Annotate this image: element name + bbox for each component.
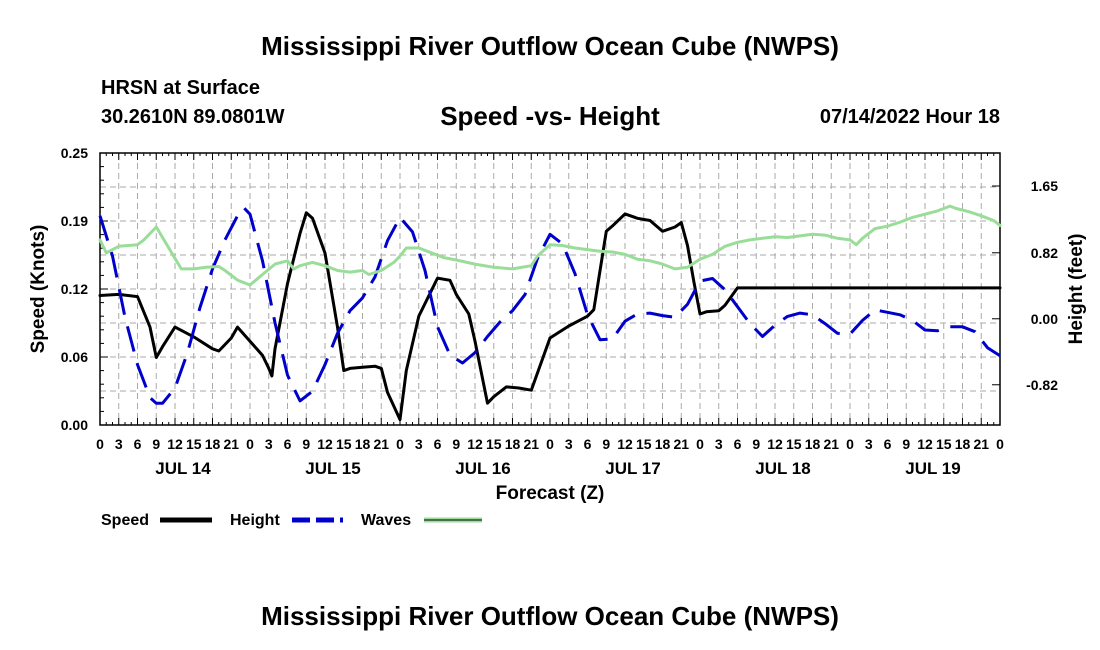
x-tick-label: 6 xyxy=(734,436,742,452)
y-right-tick-label: 0.82 xyxy=(1031,245,1058,261)
y-left-axis-label: Speed (Knots) xyxy=(28,225,49,354)
x-tick-label: 9 xyxy=(902,436,910,452)
location-label: 30.2610N 89.0801W xyxy=(101,106,285,128)
x-tick-label: 3 xyxy=(265,436,273,452)
x-tick-label: 9 xyxy=(452,436,460,452)
x-tick-label: 18 xyxy=(805,436,821,452)
y-right-tick-label: 1.65 xyxy=(1031,178,1058,194)
x-tick-label: 21 xyxy=(223,436,239,452)
issued-label: 07/14/2022 Hour 18 xyxy=(819,106,1000,128)
x-tick-label: 12 xyxy=(767,436,783,452)
x-tick-label: 12 xyxy=(917,436,933,452)
x-tick-label: 0 xyxy=(96,436,104,452)
day-label: JUL 15 xyxy=(305,459,360,478)
x-tick-label: 12 xyxy=(467,436,483,452)
legend-label-height: Height xyxy=(230,512,280,529)
x-axis-label: Forecast (Z) xyxy=(496,483,605,504)
x-tick-label: 9 xyxy=(752,436,760,452)
x-tick-label: 15 xyxy=(336,436,352,452)
x-tick-label: 3 xyxy=(565,436,573,452)
x-tick-label: 12 xyxy=(167,436,183,452)
day-label: JUL 14 xyxy=(155,459,211,478)
legend-label-waves: Waves xyxy=(361,512,411,529)
x-tick-label: 0 xyxy=(396,436,404,452)
x-tick-label: 21 xyxy=(373,436,389,452)
x-tick-label: 6 xyxy=(884,436,892,452)
x-tick-label: 15 xyxy=(636,436,652,452)
y-left-tick-label: 0.12 xyxy=(61,281,88,297)
x-tick-label: 0 xyxy=(246,436,254,452)
x-tick-label: 15 xyxy=(486,436,502,452)
x-tick-label: 3 xyxy=(715,436,723,452)
series-waves-line xyxy=(98,204,1002,287)
x-tick-label: 15 xyxy=(786,436,802,452)
y-right-tick-label: -0.82 xyxy=(1026,377,1058,393)
x-tick-label: 18 xyxy=(355,436,371,452)
x-tick-label: 18 xyxy=(205,436,221,452)
x-tick-label: 0 xyxy=(696,436,704,452)
x-tick-label: 12 xyxy=(317,436,333,452)
chart-subtitle: Speed -vs- Height xyxy=(440,101,660,131)
chart-title: Mississippi River Outflow Ocean Cube (NW… xyxy=(261,31,839,61)
station-label: HRSN at Surface xyxy=(101,77,260,99)
x-tick-label: 9 xyxy=(152,436,160,452)
day-label: JUL 19 xyxy=(905,459,960,478)
x-tick-label: 18 xyxy=(655,436,671,452)
x-tick-label: 3 xyxy=(115,436,123,452)
x-tick-label: 12 xyxy=(617,436,633,452)
x-tick-label: 6 xyxy=(434,436,442,452)
y-left-tick-label: 0.00 xyxy=(61,417,88,433)
y-right-axis-label: Height (feet) xyxy=(1066,234,1087,345)
x-tick-label: 18 xyxy=(955,436,971,452)
day-label: JUL 16 xyxy=(455,459,510,478)
x-tick-label: 6 xyxy=(134,436,142,452)
x-tick-label: 0 xyxy=(996,436,1004,452)
series-speed-line xyxy=(98,211,1002,422)
x-tick-label: 0 xyxy=(846,436,854,452)
x-tick-label: 3 xyxy=(415,436,423,452)
x-tick-label: 15 xyxy=(936,436,952,452)
y-left-tick-label: 0.06 xyxy=(61,349,88,365)
x-tick-label: 0 xyxy=(546,436,554,452)
x-tick-label: 9 xyxy=(602,436,610,452)
footer-title: Mississippi River Outflow Ocean Cube (NW… xyxy=(261,601,839,631)
x-tick-label: 21 xyxy=(973,436,989,452)
y-right-tick-label: 0.00 xyxy=(1031,311,1058,327)
x-tick-label: 3 xyxy=(865,436,873,452)
x-tick-label: 6 xyxy=(284,436,292,452)
x-tick-label: 9 xyxy=(302,436,310,452)
y-left-tick-label: 0.19 xyxy=(61,213,88,229)
x-tick-label: 18 xyxy=(505,436,521,452)
y-left-tick-label: 0.25 xyxy=(61,145,88,161)
day-label: JUL 17 xyxy=(605,459,660,478)
x-tick-label: 6 xyxy=(584,436,592,452)
x-tick-label: 21 xyxy=(823,436,839,452)
day-label: JUL 18 xyxy=(755,459,810,478)
legend-label-speed: Speed xyxy=(101,512,149,529)
x-tick-label: 15 xyxy=(186,436,202,452)
x-tick-label: 21 xyxy=(523,436,539,452)
x-tick-label: 21 xyxy=(673,436,689,452)
